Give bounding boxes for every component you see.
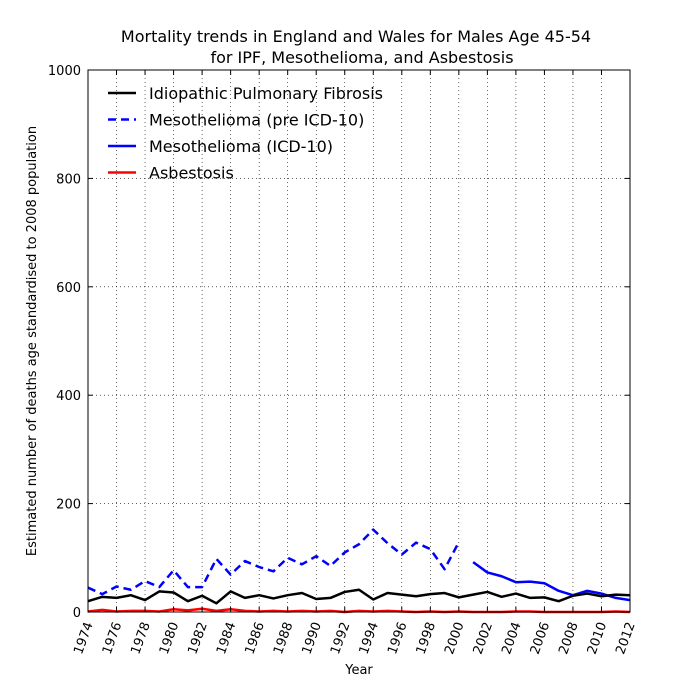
legend: Idiopathic Pulmonary Fibrosis Mesotheliom… (108, 84, 383, 183)
y-tick-label: 200 (56, 498, 81, 513)
legend-label: Mesothelioma (pre ICD-10) (149, 111, 364, 130)
chart-title: Mortality trends in England and Wales fo… (121, 27, 591, 46)
legend-label: Mesothelioma (ICD-10) (149, 137, 333, 156)
y-tick-label: 400 (56, 389, 81, 404)
series-line-idiopathic-pulmonary-fibrosis (87, 588, 631, 605)
legend-label: Idiopathic Pulmonary Fibrosis (149, 84, 383, 103)
y-tick-label: 800 (56, 172, 81, 187)
y-tick-label: 600 (56, 281, 81, 296)
series-line-mesothelioma-pre-icd-10 (87, 528, 460, 596)
y-tick-label: 1000 (48, 64, 81, 79)
y-tick-label: 0 (73, 606, 81, 621)
chart-subtitle: for IPF, Mesothelioma, and Asbestosis (210, 48, 513, 67)
y-axis-label: Estimated number of deaths age standardi… (25, 126, 40, 556)
plot-frame (87, 69, 631, 613)
series-line-mesothelioma-icd-10 (472, 561, 631, 602)
x-axis-label: Year (344, 663, 373, 678)
legend-label: Asbestosis (149, 164, 234, 183)
